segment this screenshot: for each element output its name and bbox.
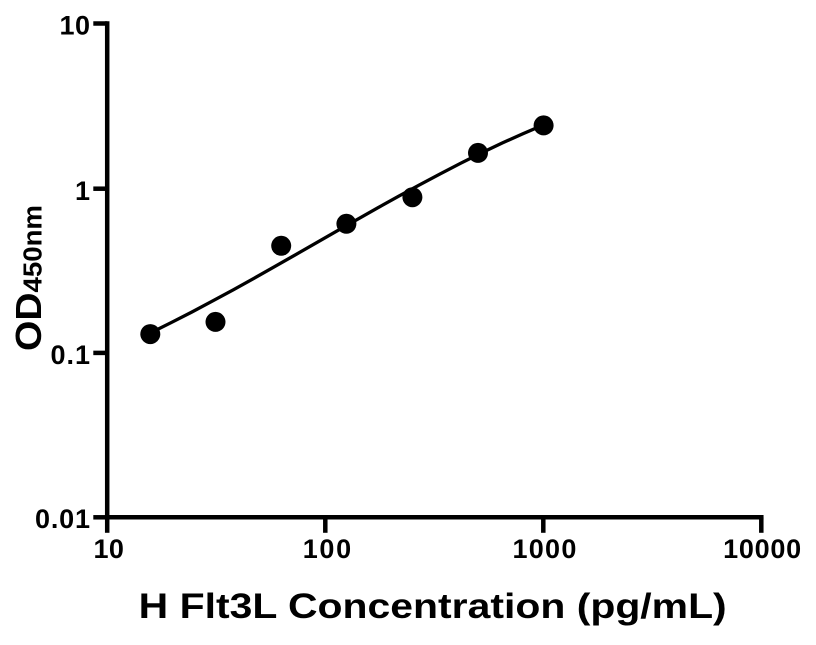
svg-text:1: 1 bbox=[75, 176, 90, 206]
svg-text:10: 10 bbox=[60, 10, 91, 40]
svg-text:1000: 1000 bbox=[512, 534, 576, 564]
svg-text:10000: 10000 bbox=[723, 534, 801, 564]
svg-text:H Flt3L Concentration (pg/mL): H Flt3L Concentration (pg/mL) bbox=[139, 587, 727, 626]
svg-text:0.1: 0.1 bbox=[51, 340, 91, 370]
svg-text:0.01: 0.01 bbox=[35, 504, 90, 534]
svg-text:10: 10 bbox=[93, 534, 124, 564]
svg-text:100: 100 bbox=[303, 534, 351, 564]
